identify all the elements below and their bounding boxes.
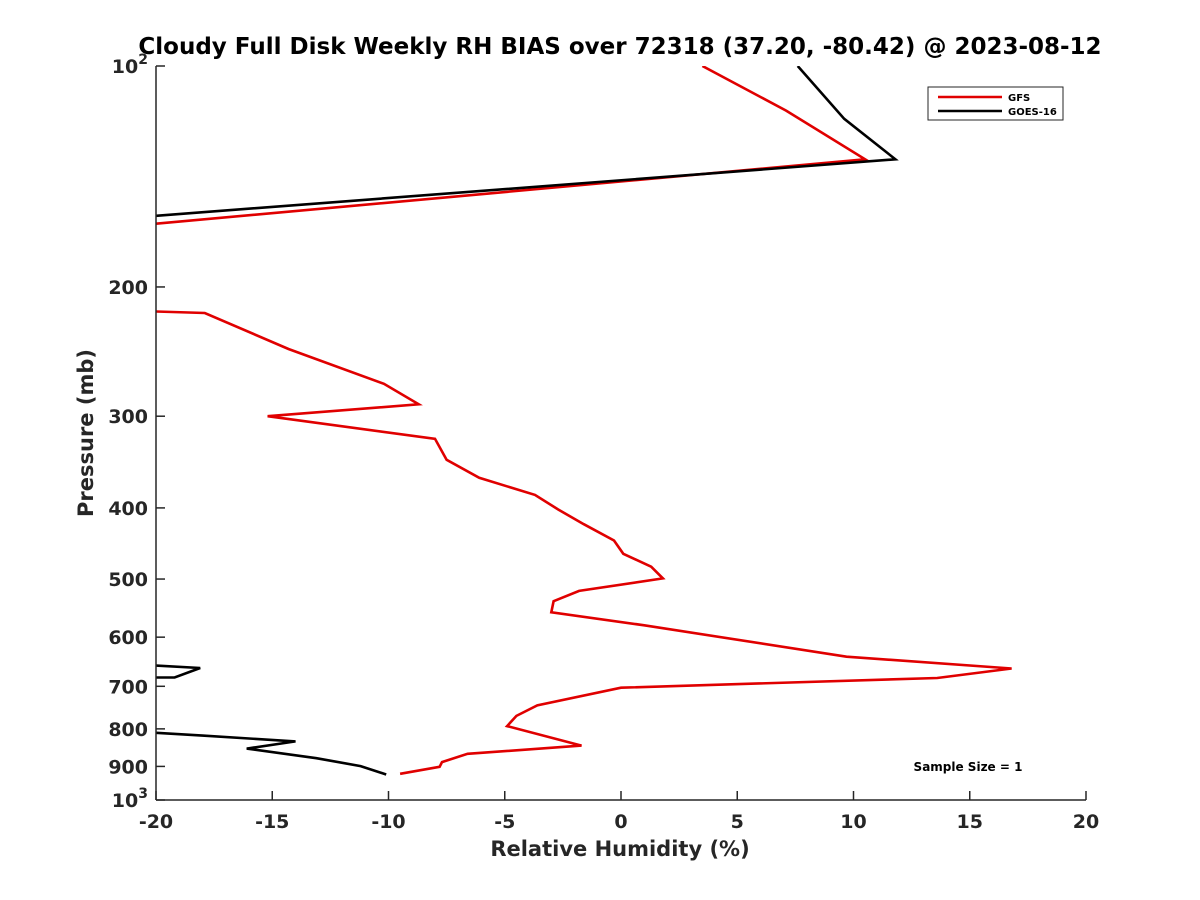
series-goes-16-segment-3 xyxy=(156,731,387,776)
y-axis-label: Pressure (mb) xyxy=(74,349,98,517)
series-gfs-segment-1 xyxy=(156,66,870,225)
y-tick-label: 400 xyxy=(108,498,148,520)
sample-size-annotation: Sample Size = 1 xyxy=(914,760,1023,774)
y-tick-label: 500 xyxy=(108,569,148,591)
y-tick-label: 102 xyxy=(112,52,148,78)
y-tick-label: 900 xyxy=(108,756,148,778)
x-tick-label: 20 xyxy=(1073,811,1099,833)
y-tick-label: 200 xyxy=(108,277,148,299)
x-tick-label: 5 xyxy=(731,811,744,833)
legend-box xyxy=(927,86,1064,121)
chart-title: Cloudy Full Disk Weekly RH BIAS over 723… xyxy=(138,34,1101,60)
x-tick-label: 0 xyxy=(614,811,627,833)
y-tick-label: 103 xyxy=(112,786,148,812)
series-goes-16-segment-1 xyxy=(156,66,899,218)
x-tick-label: -5 xyxy=(494,811,515,833)
legend: GFS GOES-16 xyxy=(927,86,1064,121)
x-tick-label: -15 xyxy=(255,811,289,833)
x-tick-label: -10 xyxy=(371,811,405,833)
series-goes-16-segment-2 xyxy=(156,664,201,679)
x-ticks: -20 -15 -10 -5 0 5 10 15 20 xyxy=(139,791,1099,833)
series-gfs-segment-2 xyxy=(156,310,1012,776)
y-tick-label: 300 xyxy=(108,406,148,428)
y-ticks: 102 200 300 400 500 600 700 800 900 103 xyxy=(108,52,165,812)
legend-items: GFS GOES-16 xyxy=(938,93,1057,118)
series-layer xyxy=(156,66,1012,776)
y-tick-label: 600 xyxy=(108,627,148,649)
x-tick-label: 10 xyxy=(840,811,866,833)
y-tick-label: 800 xyxy=(108,719,148,741)
y-tick-label: 700 xyxy=(108,676,148,698)
legend-label: GOES-16 xyxy=(1008,107,1057,118)
legend-label: GFS xyxy=(1008,93,1030,104)
x-tick-label: -20 xyxy=(139,811,173,833)
x-tick-label: 15 xyxy=(957,811,983,833)
x-axis-label: Relative Humidity (%) xyxy=(490,837,749,861)
axes-layer xyxy=(155,66,1086,801)
